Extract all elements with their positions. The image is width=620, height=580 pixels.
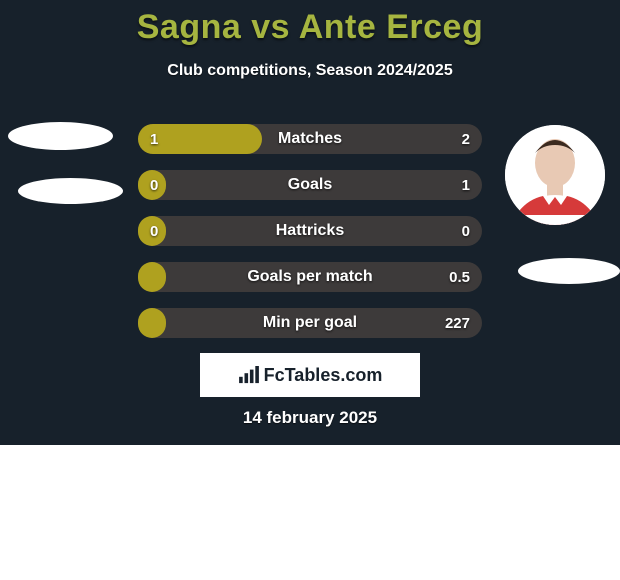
stat-bar: 0Goals1	[138, 170, 482, 200]
stat-label: Min per goal	[138, 308, 482, 338]
date-label: 14 february 2025	[0, 408, 620, 428]
stat-bar-fill	[138, 262, 166, 292]
canvas: Sagna vs Ante Erceg Club competitions, S…	[0, 0, 620, 580]
decor-ellipse	[18, 178, 123, 204]
decor-ellipse	[8, 122, 113, 150]
stat-label: Goals	[138, 170, 482, 200]
page-title: Sagna vs Ante Erceg	[0, 8, 620, 47]
brand-text: FcTables.com	[264, 365, 383, 386]
stat-label: Hattricks	[138, 216, 482, 246]
stat-value-right: 0.5	[449, 262, 470, 292]
stat-value-right: 227	[445, 308, 470, 338]
stat-value-right: 0	[462, 216, 470, 246]
stat-value-right: 1	[462, 170, 470, 200]
brand: FcTables.com	[238, 365, 383, 386]
stat-bar: 1Matches2	[138, 124, 482, 154]
stat-bar: 0Hattricks0	[138, 216, 482, 246]
stat-value-left: 0	[150, 216, 158, 246]
stat-bar: Min per goal227	[138, 308, 482, 338]
decor-ellipse	[518, 258, 620, 284]
avatar-icon	[505, 125, 605, 225]
comparison-bars: 1Matches20Goals10Hattricks0Goals per mat…	[138, 124, 482, 354]
stat-value-left: 0	[150, 170, 158, 200]
stat-bar-fill	[138, 308, 166, 338]
stat-label: Goals per match	[138, 262, 482, 292]
avatar-right	[505, 125, 605, 225]
brand-box: FcTables.com	[200, 353, 420, 397]
stat-value-left: 1	[150, 124, 158, 154]
subtitle: Club competitions, Season 2024/2025	[0, 62, 620, 80]
stat-value-right: 2	[462, 124, 470, 154]
bars-icon	[238, 366, 260, 384]
stat-bar: Goals per match0.5	[138, 262, 482, 292]
